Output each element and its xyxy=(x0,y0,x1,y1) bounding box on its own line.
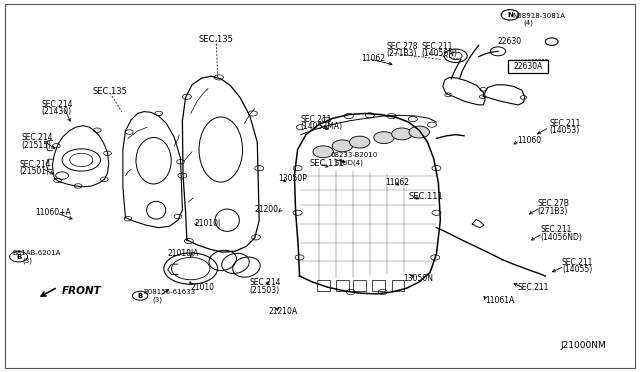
Text: 11060+A: 11060+A xyxy=(35,208,71,217)
Text: 11060: 11060 xyxy=(517,136,541,145)
Text: (14055): (14055) xyxy=(562,265,592,274)
Text: 21010J: 21010J xyxy=(195,219,221,228)
Text: SEC.278: SEC.278 xyxy=(387,42,418,51)
Text: N: N xyxy=(507,12,513,18)
Circle shape xyxy=(349,136,370,148)
Bar xyxy=(392,280,404,291)
Text: N08918-3081A: N08918-3081A xyxy=(512,13,565,19)
Text: SEC.211: SEC.211 xyxy=(421,42,452,51)
Bar xyxy=(317,280,330,291)
Circle shape xyxy=(332,140,353,152)
Text: 22630: 22630 xyxy=(498,37,522,46)
Text: (3): (3) xyxy=(22,257,33,264)
Bar xyxy=(508,60,548,73)
Text: (271B3): (271B3) xyxy=(538,207,568,216)
Text: SEC.211: SEC.211 xyxy=(549,119,580,128)
Text: (21501): (21501) xyxy=(19,167,49,176)
Text: FRONT: FRONT xyxy=(62,286,102,296)
Text: SEC.214: SEC.214 xyxy=(19,160,51,169)
Circle shape xyxy=(392,128,412,140)
Text: (3): (3) xyxy=(152,296,163,303)
Text: (14056ND): (14056ND) xyxy=(541,233,582,242)
Text: B: B xyxy=(16,254,21,260)
Text: 21010JA: 21010JA xyxy=(167,249,199,258)
Bar xyxy=(353,280,366,291)
Text: (21515): (21515) xyxy=(22,141,52,150)
Text: J21000NM: J21000NM xyxy=(560,341,605,350)
Bar xyxy=(372,280,385,291)
Text: 21210A: 21210A xyxy=(269,307,298,316)
Bar xyxy=(336,280,349,291)
Text: 13050P: 13050P xyxy=(278,174,307,183)
Text: SEC.214: SEC.214 xyxy=(250,278,281,287)
Text: (14056N): (14056N) xyxy=(421,49,457,58)
Text: SEC.211: SEC.211 xyxy=(517,283,548,292)
Text: (21503): (21503) xyxy=(250,286,280,295)
Text: B: B xyxy=(138,293,143,299)
Text: (14053MA): (14053MA) xyxy=(301,122,343,131)
Text: 22630A: 22630A xyxy=(513,62,543,71)
Text: (4): (4) xyxy=(524,20,533,26)
Text: SEC.111: SEC.111 xyxy=(408,192,443,201)
Text: SEC.214: SEC.214 xyxy=(42,100,73,109)
Text: SEC.135: SEC.135 xyxy=(199,35,234,44)
Text: 11062: 11062 xyxy=(385,178,410,187)
Text: SEC.27B: SEC.27B xyxy=(538,199,570,208)
Circle shape xyxy=(313,146,333,158)
Text: (14053): (14053) xyxy=(549,126,579,135)
Text: 21010: 21010 xyxy=(190,283,214,292)
Text: SEC.211: SEC.211 xyxy=(301,115,332,124)
Text: 11062: 11062 xyxy=(362,54,385,63)
Text: SEC.111: SEC.111 xyxy=(310,159,344,168)
Circle shape xyxy=(374,132,394,144)
Text: B08156-61633: B08156-61633 xyxy=(143,289,195,295)
Text: 08233-B2010: 08233-B2010 xyxy=(331,153,378,158)
Circle shape xyxy=(409,126,429,138)
Text: 13050N: 13050N xyxy=(403,274,433,283)
Text: SEC.211: SEC.211 xyxy=(541,225,572,234)
Text: 21200: 21200 xyxy=(254,205,278,214)
Text: 11061A: 11061A xyxy=(485,296,515,305)
Text: SEC.135: SEC.135 xyxy=(93,87,127,96)
Text: STUD(4): STUD(4) xyxy=(334,160,363,166)
Text: SEC.211: SEC.211 xyxy=(562,258,593,267)
Text: B81AB-6201A: B81AB-6201A xyxy=(13,250,61,256)
Text: (271B3): (271B3) xyxy=(387,49,417,58)
Text: SEC.214: SEC.214 xyxy=(22,133,53,142)
Text: (21430): (21430) xyxy=(42,107,72,116)
